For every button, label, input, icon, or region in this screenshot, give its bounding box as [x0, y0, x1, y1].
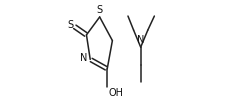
Text: N: N	[80, 53, 88, 63]
Text: OH: OH	[108, 88, 123, 98]
Text: S: S	[67, 20, 73, 30]
Text: N: N	[137, 35, 144, 45]
Text: S: S	[97, 5, 103, 15]
